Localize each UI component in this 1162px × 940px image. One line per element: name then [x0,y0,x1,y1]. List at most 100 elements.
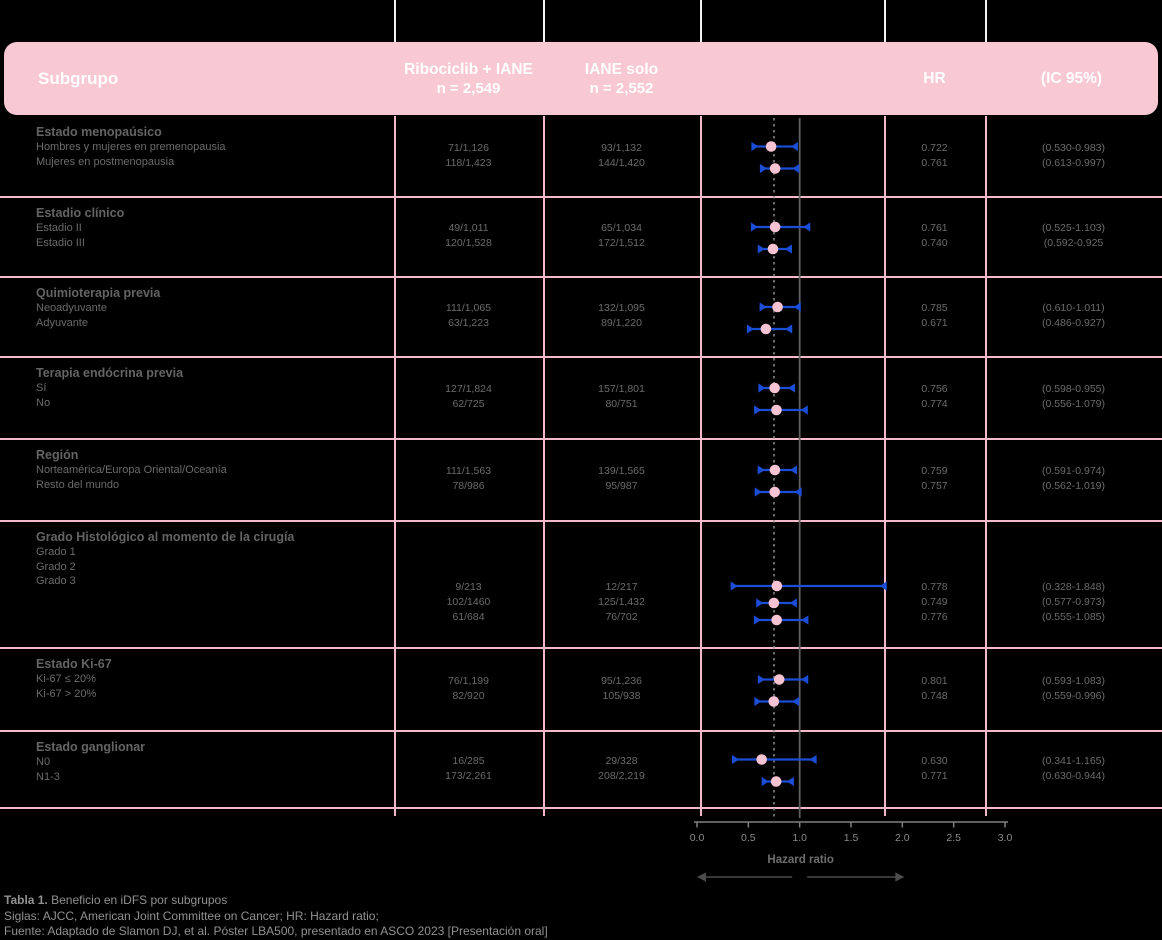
subgroup-item-label: Norteamérica/Europa Oriental/Oceanía [36,464,227,476]
ci-value-cell: (0.610-1.011) (0.486-0.927) [985,276,1162,356]
ribociclib-value: 78/986 [452,480,485,492]
header-subgrupo: Subgrupo [38,68,119,88]
subgroup-item-label: Mujeres en postmenopausia [36,155,175,168]
subgroup-row: Quimioterapia previa Neoadyuvante Adyuvant… [0,276,1162,356]
ribociclib-value: 102/1460 [446,596,491,608]
ribociclib-value-cell: 71/1,126 118/1,423 [394,115,543,196]
hr-value: 0.740 [921,237,948,249]
subgroup-row: Terapia endócrina previa Sí No 127/1,824 62/… [0,356,1162,438]
iane-value: 208/2,219 [598,769,645,782]
axis-title: Hazard ratio [767,854,833,866]
favors-arrow-right-head [895,872,905,882]
hr-value: 0.776 [921,611,948,623]
subgroup-row: Grado Histológico al momento de la cirug… [0,520,1162,647]
hr-value-cell: 0.785 0.671 [884,276,985,356]
row-divider [0,276,1162,278]
ci-value: (0.592-0.925 [1043,237,1104,249]
row-divider [0,730,1162,732]
ribociclib-value-cell: 49/1,011 120/1,528 [394,196,543,276]
ci-value-cell: (0.328-1.848) (0.577-0.973) (0.555-1.085) [985,520,1162,647]
iane-value: 76/702 [605,611,638,623]
subgroup-item-label: Estadio II [36,222,82,234]
ci-value: (0.556-1.079) [1041,398,1106,410]
iane-value: 89/1,220 [601,317,642,329]
row-divider [0,196,1162,198]
table-header: Subgrupo Ribociclib + IANE n = 2,549 IAN… [4,42,1158,115]
subgroup-row: Estado menopaúsico Hombres y mujeres en p… [0,115,1162,196]
ci-value: (0.591-0.974) [1041,465,1106,477]
header-ribociclib-label: Ribociclib + IANE [404,60,533,78]
ribociclib-value-cell: 111/1,563 78/986 [394,438,543,520]
ribociclib-value-cell: 16/285 173/2,261 [394,730,543,807]
hr-value: 0.749 [921,596,948,608]
hr-value-cell: 0.630 0.771 [884,730,985,807]
header-ribociclib-iane: Ribociclib + IANE n = 2,549 [394,42,543,115]
iane-value-cell: 139/1,565 95/987 [543,438,700,520]
subgroup-item-label: Grado 2 [36,560,76,573]
iane-value: 95/987 [605,480,638,492]
subgroup-title: Estado ganglionar [36,740,146,754]
ribociclib-value: 63/1,223 [448,317,489,329]
header-ribociclib-n: n = 2,549 [436,79,501,97]
hr-value: 0.759 [921,465,948,477]
subgroup-item-label: No [36,396,51,409]
hr-value: 0.722 [921,141,948,154]
ribociclib-value: 62/725 [452,398,485,410]
ci-value: (0.559-0.996) [1041,689,1106,702]
header-iane-label: IANE solo [584,60,659,78]
row-divider [0,647,1162,649]
subgroup-item-label: Adyuvante [36,316,88,329]
hr-value: 0.761 [921,156,948,169]
ribociclib-value: 173/2,261 [445,769,492,782]
column-divider [700,116,702,816]
iane-value: 144/1,420 [598,156,645,169]
ci-value: (0.328-1.848) [1041,581,1106,593]
iane-value: 12/217 [605,581,638,593]
iane-value-cell: 95/1,236 105/938 [543,647,700,730]
ci-value-cell: (0.341-1.165) (0.630-0.944) [985,730,1162,807]
subgroup-item-label: Ki-67 > 20% [36,687,97,700]
ci-value: (0.577-0.973) [1041,596,1106,608]
ci-value: (0.593-1.083) [1041,674,1106,687]
subgroup-title: Grado Histológico al momento de la cirug… [36,530,295,544]
header-hr-label: HR [923,70,946,87]
subgroup-row: Estado Ki-67 Ki-67 ≤ 20% Ki-67 > 20% 76/1,1… [0,647,1162,730]
row-divider [0,807,1162,809]
subgroup-title: Estado menopaúsico [36,125,162,139]
ci-value: (0.562-1.019) [1041,480,1106,492]
header-forest-spacer [700,42,884,115]
hr-value: 0.774 [921,398,948,410]
ci-value-cell: (0.525-1.103) (0.592-0.925 [985,196,1162,276]
header-iane-n: n = 2,552 [589,79,654,97]
row-divider [0,356,1162,358]
subgroup-label-cell: Estado menopaúsico Hombres y mujeres en p… [36,124,226,169]
ci-value-cell: (0.598-0.955) (0.556-1.079) [985,356,1162,438]
iane-value-cell: 157/1,801 80/751 [543,356,700,438]
row-divider [0,520,1162,522]
iane-value-cell: 12/217 125/1,432 76/702 [543,520,700,647]
ci-value-cell: (0.591-0.974) (0.562-1.019) [985,438,1162,520]
ci-value: (0.610-1.011) [1042,302,1105,314]
ribociclib-value: 111/1,563 [445,465,492,477]
ribociclib-value: 111/1,065 [445,302,492,314]
footer-source: Fuente: Adaptado de Slamon DJ, et al. Pó… [4,924,548,938]
ci-value: (0.486-0.927) [1041,317,1106,329]
ribociclib-value-cell: 9/213 102/1460 61/684 [394,520,543,647]
subgroup-label-cell: Estadio clínico Estadio II Estadio III [36,205,124,250]
row-divider [0,438,1162,440]
subgroup-item-label: Hombres y mujeres en premenopausia [36,141,226,153]
subgroup-label-cell: Estado ganglionar N0 N1-3 [36,739,145,784]
iane-value: 80/751 [605,398,638,410]
subgroup-title: Región [36,448,79,462]
hr-value: 0.801 [921,674,948,687]
axis-tick-label: 1.5 [844,832,859,844]
iane-value: 93/1,132 [601,141,642,154]
ci-value: (0.530-0.983) [1041,141,1106,154]
hr-value: 0.761 [921,222,948,234]
header-iane-solo: IANE solo n = 2,552 [543,42,700,115]
ribociclib-value: 76/1,199 [448,674,489,687]
subgroup-item-label: N0 [36,756,51,768]
axis-tick-label: 2.5 [946,832,961,844]
footer-caption-text: Beneficio en iDFS por subgrupos [47,893,228,907]
